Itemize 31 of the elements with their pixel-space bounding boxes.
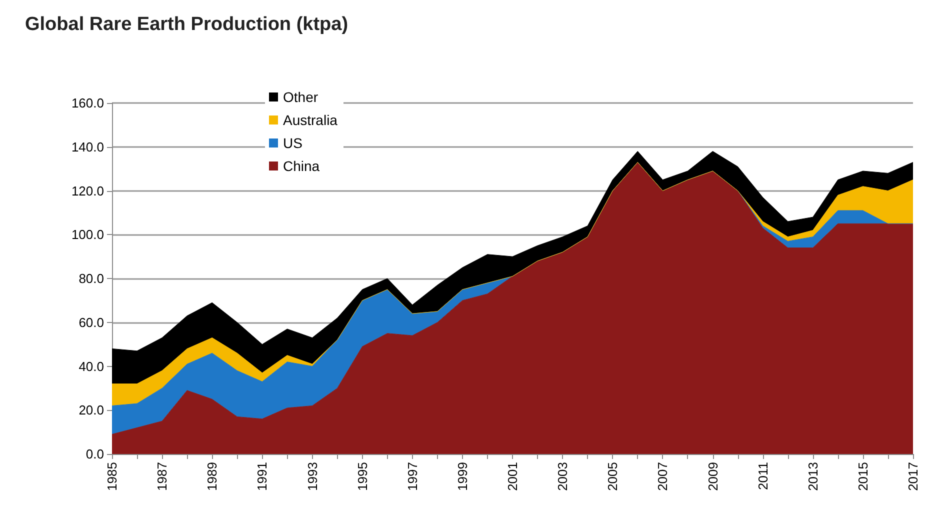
y-tick-label: 160.0 <box>71 96 104 110</box>
y-tick-label: 20.0 <box>78 402 104 418</box>
x-tick-label: 2001 <box>505 462 520 491</box>
x-tick-label: 1997 <box>404 462 420 491</box>
x-tick-label: 1985 <box>104 462 120 491</box>
x-tick-label: 1989 <box>204 462 220 491</box>
x-tick-label: 1993 <box>304 462 320 491</box>
y-tick-label: 100.0 <box>71 227 104 242</box>
x-tick-label: 2007 <box>655 462 670 491</box>
y-tick-label: 80.0 <box>78 271 104 286</box>
x-tick-label: 2005 <box>605 462 620 491</box>
y-tick-label: 120.0 <box>71 183 104 198</box>
x-tick-label: 2013 <box>805 462 820 491</box>
x-tick-label: 2015 <box>855 462 870 491</box>
y-tick-label: 0.0 <box>86 446 104 462</box>
y-tick-label: 140.0 <box>71 139 104 154</box>
x-tick-label: 1987 <box>154 462 170 491</box>
legend-label: US <box>283 135 302 151</box>
y-tick-label: 40.0 <box>78 358 104 374</box>
y-tick-label: 60.0 <box>78 314 104 330</box>
legend-label: China <box>283 158 320 174</box>
x-tick-label: 1991 <box>254 462 270 491</box>
x-tick-label: 2003 <box>555 462 570 491</box>
x-tick-label: 1999 <box>454 462 470 491</box>
x-tick-label: 2017 <box>906 462 920 491</box>
x-tick-label: 2011 <box>755 462 770 490</box>
legend-label: Australia <box>283 112 338 128</box>
x-tick-label: 1995 <box>354 462 370 491</box>
x-tick-label: 2009 <box>705 462 720 491</box>
legend-label: Other <box>283 89 318 105</box>
chart-title: Global Rare Earth Production (ktpa) <box>25 14 348 35</box>
